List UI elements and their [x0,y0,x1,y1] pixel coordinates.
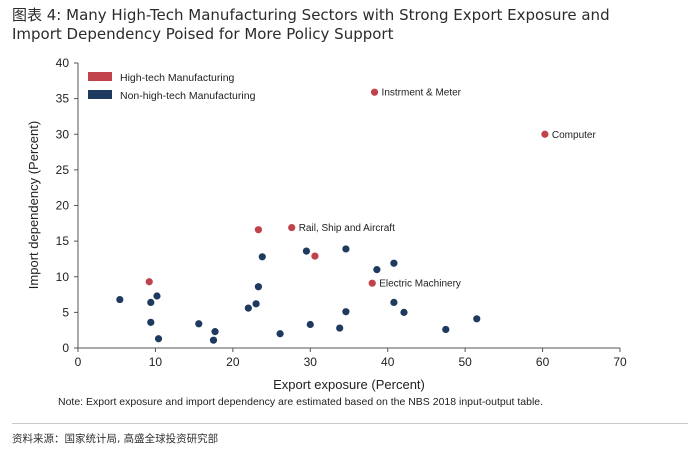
high-tech-point [371,89,378,96]
non-high-tech-point [276,330,283,337]
x-axis-ticks: 0 10 20 30 40 50 60 70 [75,348,627,369]
legend-swatch-high-tech [88,72,112,81]
legend-label-non-high-tech: Non-high-tech Manufacturing [120,90,256,102]
high-tech-point [369,280,376,287]
non-high-tech-point [211,328,218,335]
x-tick-label: 40 [381,355,395,369]
divider [12,423,688,424]
high-tech-point [255,226,262,233]
non-high-tech-point [390,260,397,267]
non-high-tech-point [336,324,343,331]
point-label: Electric Machinery [379,279,461,290]
chart-note: Note: Export exposure and import depende… [58,396,543,408]
y-tick-label: 15 [56,234,70,248]
x-tick-label: 10 [149,355,163,369]
non-high-tech-point [147,299,154,306]
y-tick-label: 35 [56,92,70,106]
non-high-tech-point [390,299,397,306]
non-high-tech-point [245,305,252,312]
y-axis-ticks: 0 5 10 15 20 25 30 35 40 [56,56,78,355]
legend-label-high-tech: High-tech Manufacturing [120,72,235,84]
y-tick-label: 30 [56,127,70,141]
non-high-tech-point [252,300,259,307]
non-high-tech-point [153,292,160,299]
point-labels: Instrment & Meter Computer Rail, Ship and … [299,88,597,290]
point-label: Instrment & Meter [382,88,462,99]
point-label: Computer [552,130,597,141]
non-high-tech-point [373,266,380,273]
non-high-tech-point [303,248,310,255]
non-high-tech-point [255,283,262,290]
high-tech-point [311,252,318,259]
high-tech-point [288,224,295,231]
non-high-tech-point [195,320,202,327]
y-tick-label: 40 [56,56,70,70]
y-tick-label: 20 [56,199,70,213]
non-high-tech-point [116,296,123,303]
high-tech-point [146,278,153,285]
high-tech-point [541,131,548,138]
non-high-tech-point [473,315,480,322]
x-tick-label: 30 [304,355,318,369]
x-tick-label: 0 [75,355,82,369]
data-points [116,89,548,344]
y-tick-label: 10 [56,270,70,284]
non-high-tech-point [307,321,314,328]
non-high-tech-point [342,245,349,252]
point-label: Rail, Ship and Aircraft [299,223,395,234]
legend: High-tech Manufacturing Non-high-tech Ma… [88,72,256,102]
y-tick-label: 0 [62,341,69,355]
non-high-tech-point [442,326,449,333]
x-tick-label: 50 [458,355,472,369]
y-tick-label: 5 [62,305,69,319]
legend-swatch-non-high-tech [88,90,112,99]
x-tick-label: 70 [613,355,627,369]
source-line: 资料来源：国家统计局, 高盛全球投资研究部 [12,431,218,446]
x-axis-label: Export exposure (Percent) [273,377,425,392]
x-tick-label: 60 [536,355,550,369]
non-high-tech-point [210,337,217,344]
non-high-tech-point [400,309,407,316]
non-high-tech-point [147,319,154,326]
y-tick-label: 25 [56,163,70,177]
non-high-tech-point [259,253,266,260]
y-axis-label: Import dependency (Percent) [26,121,41,289]
non-high-tech-point [155,335,162,342]
scatter-chart: 0 5 10 15 20 25 30 35 40 0 10 20 30 40 50 60 70 Instrme… [0,0,700,395]
non-high-tech-point [342,308,349,315]
x-tick-label: 20 [226,355,240,369]
